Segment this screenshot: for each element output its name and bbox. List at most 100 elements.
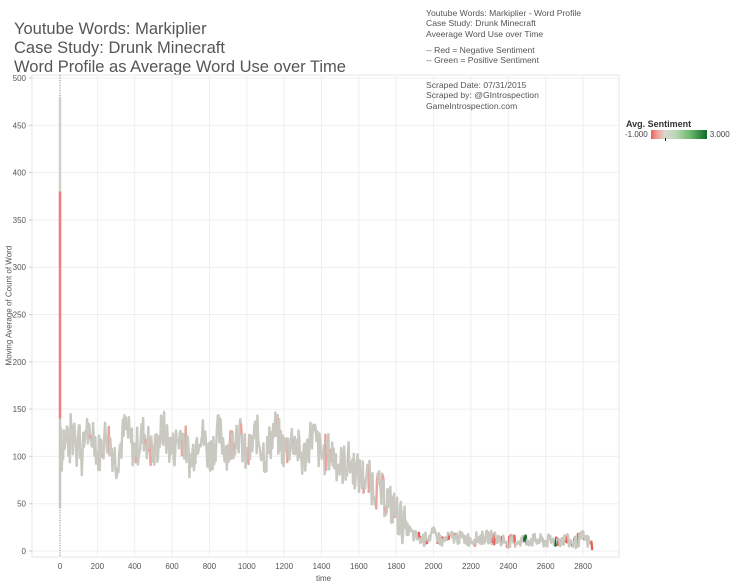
series-segment xyxy=(173,450,177,467)
series-segment xyxy=(194,440,198,465)
series-segment xyxy=(91,421,96,441)
series-segment xyxy=(221,437,226,451)
series-segment xyxy=(177,432,181,450)
x-tick-label: 1600 xyxy=(350,562,368,571)
series-segment xyxy=(109,437,113,452)
note-line-1: Youtube Words: Markiplier - Word Profile xyxy=(426,8,582,18)
series-segment xyxy=(386,490,391,509)
y-tick-label: 150 xyxy=(13,405,27,414)
series-segment xyxy=(103,421,107,437)
series-segment xyxy=(102,436,106,460)
series-segment xyxy=(237,425,241,454)
series-segment xyxy=(341,455,345,485)
series-segment xyxy=(241,447,245,463)
series-segment xyxy=(165,424,169,441)
series-segment xyxy=(71,436,75,456)
y-tick-label: 450 xyxy=(13,121,27,130)
y-tick-label: 350 xyxy=(13,216,27,225)
y-tick-label: 300 xyxy=(13,263,27,272)
y-tick-label: 200 xyxy=(13,358,27,367)
series-segment xyxy=(316,430,320,441)
series-segment xyxy=(206,454,210,468)
x-tick-label: 2000 xyxy=(425,562,443,571)
series-segment xyxy=(590,540,594,551)
scrape-date: Scraped Date: 07/31/2015 xyxy=(426,80,527,90)
series-segment xyxy=(73,422,77,438)
series-segment xyxy=(235,424,239,440)
series-segment xyxy=(80,450,84,477)
series-segment xyxy=(371,471,375,500)
series-segment xyxy=(290,427,294,449)
series-segment xyxy=(475,531,479,542)
y-tick-label: 0 xyxy=(22,547,27,556)
x-tick-label: 600 xyxy=(165,562,179,571)
series-segment xyxy=(203,430,208,443)
series-segment xyxy=(318,438,323,452)
series-segment xyxy=(345,460,350,477)
y-tick-label: 50 xyxy=(17,500,26,509)
series-segment xyxy=(339,446,344,458)
x-tick-label: 2600 xyxy=(537,562,555,571)
series-segment xyxy=(399,500,403,532)
series-segment xyxy=(288,444,292,461)
x-tick-label: 0 xyxy=(58,562,63,571)
x-axis-label: time xyxy=(316,574,332,583)
series-segment xyxy=(335,469,339,482)
series-segment xyxy=(75,454,79,468)
series-segment xyxy=(82,437,87,448)
note-line-3: Aveerage Word Use over Time xyxy=(426,28,544,39)
series-segment xyxy=(348,462,353,474)
series-segment xyxy=(581,530,586,541)
series-segment xyxy=(88,424,92,437)
series-segment xyxy=(412,531,416,542)
series-segment xyxy=(304,459,308,472)
sentiment-legend[interactable]: Avg. Sentiment -1.000 3.000 xyxy=(625,119,730,141)
series-segment xyxy=(272,424,276,439)
y-tick-label: 500 xyxy=(13,74,27,83)
scrape-site: GameIntrospection.com xyxy=(426,100,518,111)
x-tick-label: 1800 xyxy=(387,562,405,571)
series-segment xyxy=(546,533,550,548)
series-segment xyxy=(299,451,303,462)
x-tick-label: 1400 xyxy=(313,562,331,571)
y-axis-label: Moving Average of Count of Word xyxy=(4,245,14,366)
sentiment-color-ramp[interactable] xyxy=(650,130,707,141)
series-segment xyxy=(338,465,342,476)
annotation-block: Youtube Words: Markiplier - Word Profile… xyxy=(426,8,581,65)
series-segment xyxy=(395,496,400,535)
series-segment xyxy=(76,435,80,457)
series-segment xyxy=(136,455,140,466)
scrape-info: Scraped Date: 07/31/2015 Scraped by: @GI… xyxy=(426,80,539,111)
legend-min-label: -1.000 xyxy=(625,130,648,139)
legend-marker xyxy=(664,138,666,141)
plot-area xyxy=(31,74,620,558)
x-tick-label: 1000 xyxy=(238,562,256,571)
series-segment xyxy=(310,427,314,450)
series-segment xyxy=(380,472,384,505)
series-segment xyxy=(183,445,187,460)
series-segment xyxy=(342,445,347,464)
x-tick-label: 2200 xyxy=(462,562,480,571)
series-segment xyxy=(214,440,218,463)
series-segment xyxy=(327,459,332,471)
y-tick-label: 400 xyxy=(13,169,27,178)
series-segment xyxy=(356,453,360,479)
series-segment xyxy=(227,440,231,462)
series-segment xyxy=(215,424,219,444)
series-segment xyxy=(117,451,121,474)
x-tick-label: 1200 xyxy=(275,562,293,571)
series-segment xyxy=(219,420,223,445)
series-segment xyxy=(100,438,104,458)
series-segment xyxy=(391,506,395,524)
series-segment xyxy=(168,450,172,463)
series-segment xyxy=(354,461,358,487)
series-segment xyxy=(307,435,311,464)
series-segment xyxy=(378,481,382,493)
y-tick-label: 250 xyxy=(13,311,27,320)
x-tick-label: 400 xyxy=(128,562,142,571)
series-segment xyxy=(174,429,178,442)
series-segment xyxy=(378,470,382,484)
series-segment xyxy=(192,461,196,472)
series-segment xyxy=(239,423,243,436)
